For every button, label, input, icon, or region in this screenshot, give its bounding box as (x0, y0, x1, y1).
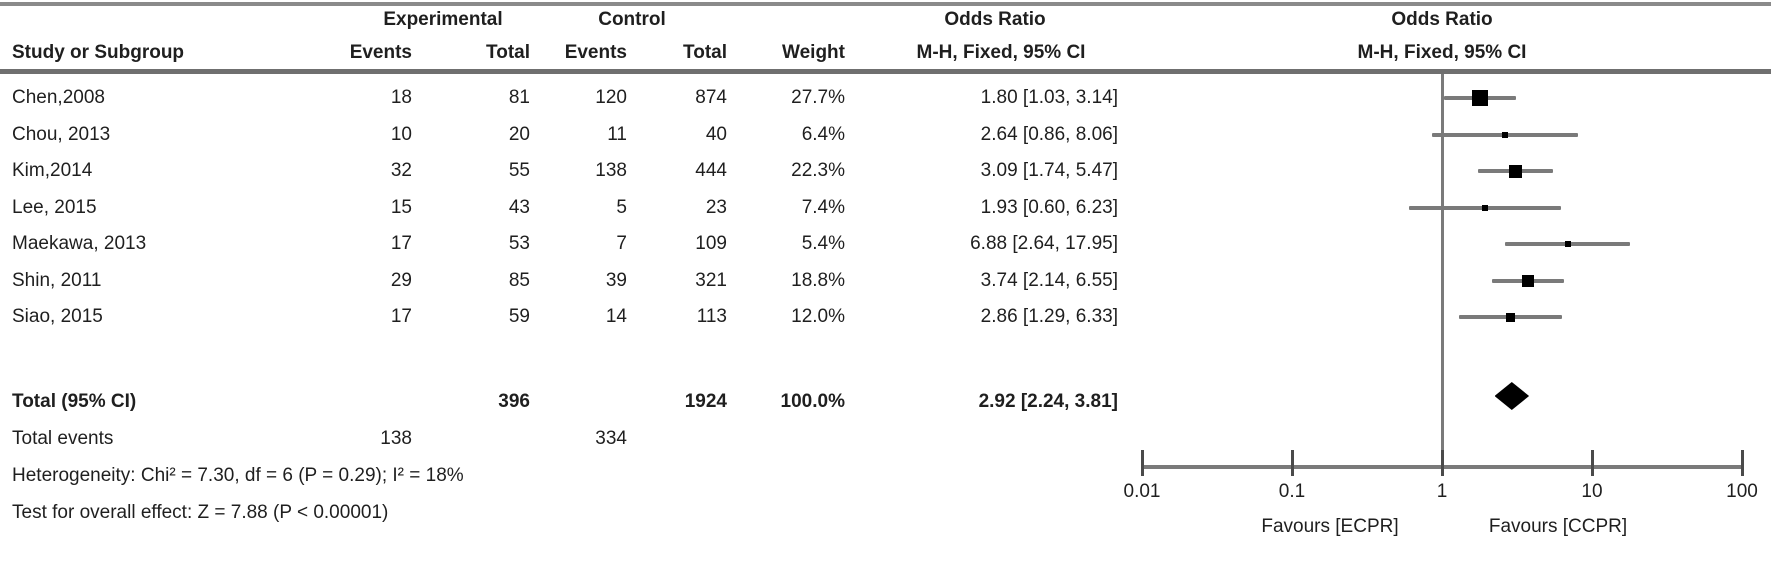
ctrl-total-cell: 444 (695, 160, 727, 181)
x-axis-tick (1740, 450, 1744, 476)
exp-events-cell: 18 (390, 87, 412, 108)
or-point-marker (1521, 274, 1534, 287)
weight-cell: 22.3% (791, 160, 845, 181)
study-name: Kim,2014 (12, 160, 93, 181)
weight-cell: 12.0% (791, 306, 845, 327)
study-name: Chou, 2013 (12, 124, 111, 145)
header-col-study: Study or Subgroup (12, 42, 185, 63)
or-point-marker (1509, 164, 1522, 178)
x-axis-tick (1440, 450, 1444, 476)
total-or-ci: 2.92 [2.24, 3.81] (978, 391, 1118, 412)
exp-events-cell: 29 (390, 270, 412, 291)
total-row-label: Total (95% CI) (12, 391, 137, 412)
ctrl-total-cell: 40 (705, 124, 727, 145)
weight-cell: 6.4% (801, 124, 845, 145)
or-ci-cell: 1.93 [0.60, 6.23] (980, 197, 1118, 218)
x-axis-tick-label: 10 (1581, 481, 1603, 502)
ctrl-total-cell: 874 (695, 87, 727, 108)
or-ci-cell: 1.80 [1.03, 3.14] (980, 87, 1118, 108)
x-axis-tick-label: 0.01 (1123, 481, 1161, 502)
header-plot-title: Odds Ratio (1391, 9, 1493, 30)
exp-total-cell: 43 (508, 197, 530, 218)
header-group-control: Control (598, 9, 666, 30)
ctrl-events-cell: 120 (595, 87, 627, 108)
study-name: Lee, 2015 (12, 197, 97, 218)
exp-total-cell: 85 (508, 270, 530, 291)
ctrl-events-cell: 138 (595, 160, 627, 181)
exp-events-cell: 17 (390, 306, 412, 327)
total-weight: 100.0% (780, 391, 845, 412)
ctrl-events-cell: 7 (616, 233, 627, 254)
weight-cell: 5.4% (801, 233, 845, 254)
favours-right-label: Favours [CCPR] (1488, 516, 1628, 537)
header-col-ctrl-total: Total (683, 42, 727, 63)
ctrl-total-cell: 23 (705, 197, 727, 218)
ctrl-events-cell: 5 (616, 197, 627, 218)
or-point-marker (1472, 90, 1489, 106)
ctrl-events-cell: 39 (605, 270, 627, 291)
overall-effect-note: Test for overall effect: Z = 7.88 (P < 0… (12, 502, 389, 523)
weight-cell: 7.4% (801, 197, 845, 218)
exp-events-cell: 17 (390, 233, 412, 254)
header-group-experimental: Experimental (383, 9, 503, 30)
exp-events-cell: 10 (390, 124, 412, 145)
header-col-ctrl-events: Events (564, 42, 627, 63)
or-ci-cell: 3.74 [2.14, 6.55] (980, 270, 1118, 291)
header-or-subtitle: M-H, Fixed, 95% CI (916, 42, 1086, 63)
study-name: Siao, 2015 (12, 306, 103, 327)
or-ci-cell: 2.86 [1.29, 6.33] (980, 306, 1118, 327)
ctrl-total-cell: 113 (696, 306, 727, 327)
study-name: Maekawa, 2013 (12, 233, 147, 254)
exp-events-cell: 32 (390, 160, 412, 181)
x-axis-tick (1290, 450, 1294, 476)
x-axis-tick-label: 100 (1726, 481, 1758, 502)
heterogeneity-note: Heterogeneity: Chi² = 7.30, df = 6 (P = … (12, 465, 464, 486)
total-events-ctrl: 334 (595, 428, 627, 449)
top-rule (0, 2, 1771, 6)
or-ci-cell: 6.88 [2.64, 17.95] (970, 233, 1118, 254)
total-events-label: Total events (12, 428, 114, 449)
weight-cell: 18.8% (791, 270, 845, 291)
or-point-marker (1502, 131, 1509, 138)
x-axis-tick-label: 0.1 (1278, 481, 1306, 502)
or-ci-cell: 3.09 [1.74, 5.47] (980, 160, 1118, 181)
ctrl-total-cell: 321 (695, 270, 727, 291)
exp-total-cell: 55 (508, 160, 530, 181)
exp-events-cell: 15 (390, 197, 412, 218)
study-name: Shin, 2011 (12, 270, 102, 291)
exp-total-cell: 81 (508, 87, 530, 108)
ctrl-total-cell: 109 (695, 233, 727, 254)
header-col-exp-total: Total (486, 42, 530, 63)
x-axis-tick-label: 1 (1436, 481, 1448, 502)
ctrl-events-cell: 11 (607, 124, 627, 145)
total-events-exp: 138 (380, 428, 412, 449)
null-effect-line (1440, 74, 1444, 469)
exp-total-cell: 59 (508, 306, 530, 327)
x-axis-tick (1140, 450, 1144, 476)
ctrl-events-cell: 14 (605, 306, 627, 327)
or-point-marker (1506, 312, 1515, 322)
header-plot-subtitle: M-H, Fixed, 95% CI (1357, 42, 1527, 63)
header-col-exp-events: Events (349, 42, 412, 63)
favours-left-label: Favours [ECPR] (1261, 516, 1399, 537)
x-axis-tick (1590, 450, 1594, 476)
header-or-title: Odds Ratio (944, 9, 1046, 30)
weight-cell: 27.7% (791, 87, 845, 108)
study-name: Chen,2008 (12, 87, 105, 108)
total-diamond (1494, 382, 1530, 410)
total-ctrl-total: 1924 (684, 391, 727, 412)
header-col-weight: Weight (782, 42, 845, 63)
or-point-marker (1481, 204, 1488, 211)
exp-total-cell: 20 (508, 124, 530, 145)
header-rule (0, 69, 1771, 74)
or-ci-cell: 2.64 [0.86, 8.06] (980, 124, 1118, 145)
exp-total-cell: 53 (508, 233, 530, 254)
or-point-marker (1564, 241, 1571, 247)
total-exp-total: 396 (498, 391, 530, 412)
